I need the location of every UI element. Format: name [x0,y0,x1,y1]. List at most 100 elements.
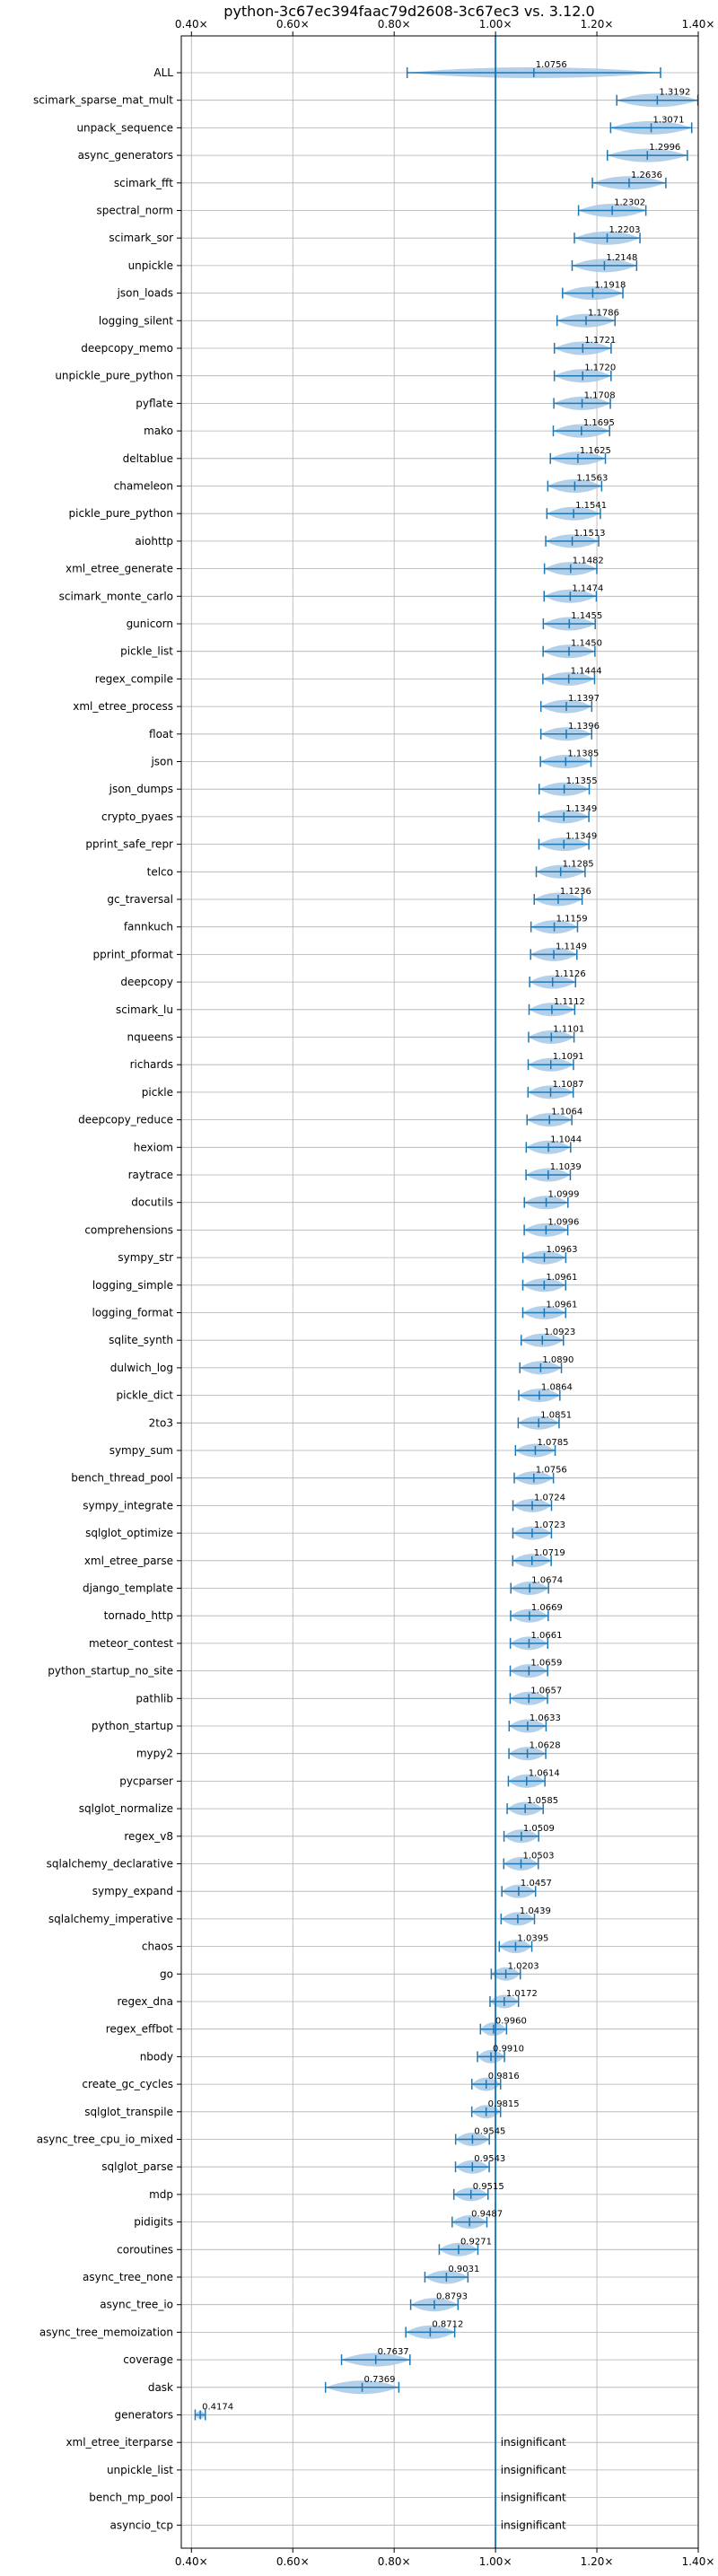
benchmark-label: async_generators [78,149,173,162]
value-label: 0.9545 [474,2127,505,2137]
value-label: 1.2148 [606,253,637,263]
benchmark-label: json_dumps [109,783,173,795]
benchmark-label: deepcopy [120,976,173,988]
benchmark-label: async_tree_io [100,2299,173,2311]
benchmark-label: pidigits [134,2216,173,2229]
benchmark-label: hexiom [134,1141,173,1153]
x-tick-label-top: 1.40× [682,18,715,31]
x-tick-label-bottom: 0.80× [378,2555,411,2568]
x-tick-label-top: 1.00× [479,18,512,31]
plot-frame [180,35,699,2549]
value-label: 1.1918 [594,281,626,291]
benchmark-label: dask [148,2381,173,2394]
benchmark-label: sqlalchemy_declarative [47,1858,173,1871]
benchmark-label: 2to3 [149,1416,173,1429]
benchmark-label: mako [144,425,173,437]
benchmark-label: unpack_sequence [76,121,173,134]
benchmark-label: docutils [131,1196,173,1209]
value-label: 1.1385 [567,749,599,759]
benchmark-label: logging_format [92,1307,173,1319]
value-label: 1.0719 [534,1548,565,1558]
value-label: 1.0963 [546,1245,577,1255]
value-label: 0.9815 [488,2099,520,2109]
benchmark-label: coroutines [117,2243,173,2256]
benchmark-label: sqlite_synth [109,1334,173,1346]
value-label: 1.1720 [584,364,616,373]
grid-layer [181,36,699,2548]
x-tick-label-bottom: 0.40× [175,2555,208,2568]
benchmark-label: regex_dna [117,1995,173,2008]
benchmark-label: scimark_fft [114,177,173,189]
x-tick-label-top: 1.20× [581,18,614,31]
value-label: 1.1708 [584,390,616,400]
chart-title: python-3c67ec394faac79d2608-3c67ec3 vs. … [223,3,594,20]
benchmark-label: gunicorn [127,618,173,630]
value-label: 1.0657 [530,1686,562,1695]
x-tick-label-bottom: 1.20× [581,2555,614,2568]
axes-layer: 0.40× 0.40× 0.60× 0.60× 0.80× 0.80× 1.00× 1.00×… [33,18,714,2568]
value-label: 1.0864 [541,1383,573,1393]
marks-layer [194,36,699,2548]
benchmark-label: float [149,728,173,740]
benchmark-label: json [150,756,173,768]
benchmark-label: pickle [142,1086,173,1099]
benchmark-label: xml_etree_parse [84,1555,173,1567]
value-label: 1.0756 [536,1466,567,1476]
x-tick-label-top: 0.40× [175,18,208,31]
value-label: 0.8793 [436,2292,468,2302]
benchmark-label: pickle_dict [117,1389,174,1402]
value-label: 1.0659 [530,1659,562,1669]
benchmark-label: pickle_pure_python [69,507,173,520]
value-label: 1.1285 [563,859,594,869]
benchmark-label: spectral_norm [96,205,173,217]
benchmark-label: go [160,1967,173,1980]
value-label: 0.7369 [364,2375,396,2385]
benchmark-label: chaos [142,1941,173,1953]
benchmark-label: tornado_http [104,1609,173,1622]
value-label: 1.0503 [523,1852,555,1862]
value-label: 0.9487 [471,2210,503,2220]
benchmark-label: pycparser [119,1774,173,1787]
benchmark-label: logging_simple [92,1279,173,1292]
value-label: 1.1474 [572,583,603,593]
benchmark-label: pyflate [136,397,173,409]
benchmark-label: telco [147,865,173,878]
value-label: 1.1695 [583,418,615,428]
benchmark-label: django_template [83,1582,173,1595]
benchmark-label: bench_mp_pool [89,2492,173,2504]
value-label: 1.1541 [575,501,607,511]
insignificant-label: insignificant [501,2436,566,2449]
value-label: 1.0923 [544,1327,575,1337]
value-label: 1.1563 [576,474,608,484]
insignificant-label: insignificant [501,2492,566,2504]
value-label: 1.0633 [530,1713,561,1723]
benchmark-label: pprint_safe_repr [85,838,173,851]
benchmark-label: crypto_pyaes [101,810,173,823]
value-label: 1.0628 [530,1741,561,1751]
x-tick-label-top: 0.80× [378,18,411,31]
benchmark-label: sqlglot_parse [101,2160,173,2173]
benchmark-label: generators [114,2409,173,2422]
benchmark-label: sympy_sum [109,1444,173,1457]
value-label: 0.4174 [202,2403,233,2413]
value-label: 1.1236 [560,887,591,897]
value-label: 1.0724 [534,1493,565,1503]
benchmark-label: scimark_sor [109,232,173,244]
value-label: 1.1159 [556,915,588,924]
insignificant-label: insignificant [501,2464,566,2476]
value-label: 1.1513 [574,529,606,539]
value-label: 0.9031 [448,2265,479,2274]
benchmark-label: sqlglot_optimize [85,1527,173,1539]
benchmark-label: sqlglot_normalize [79,1802,173,1815]
benchmark-label: python_startup_no_site [48,1665,173,1678]
value-label: 1.1444 [571,666,602,676]
value-label: 1.0756 [536,60,567,70]
benchmark-label: async_tree_memoization [39,2326,173,2338]
value-label: 1.0509 [523,1824,555,1834]
value-label: 0.9910 [493,2044,524,2054]
value-label: 1.0674 [531,1576,563,1586]
value-label: 0.9515 [473,2182,504,2192]
value-label: 1.0999 [548,1190,580,1200]
value-label: 1.0172 [506,1989,538,1999]
